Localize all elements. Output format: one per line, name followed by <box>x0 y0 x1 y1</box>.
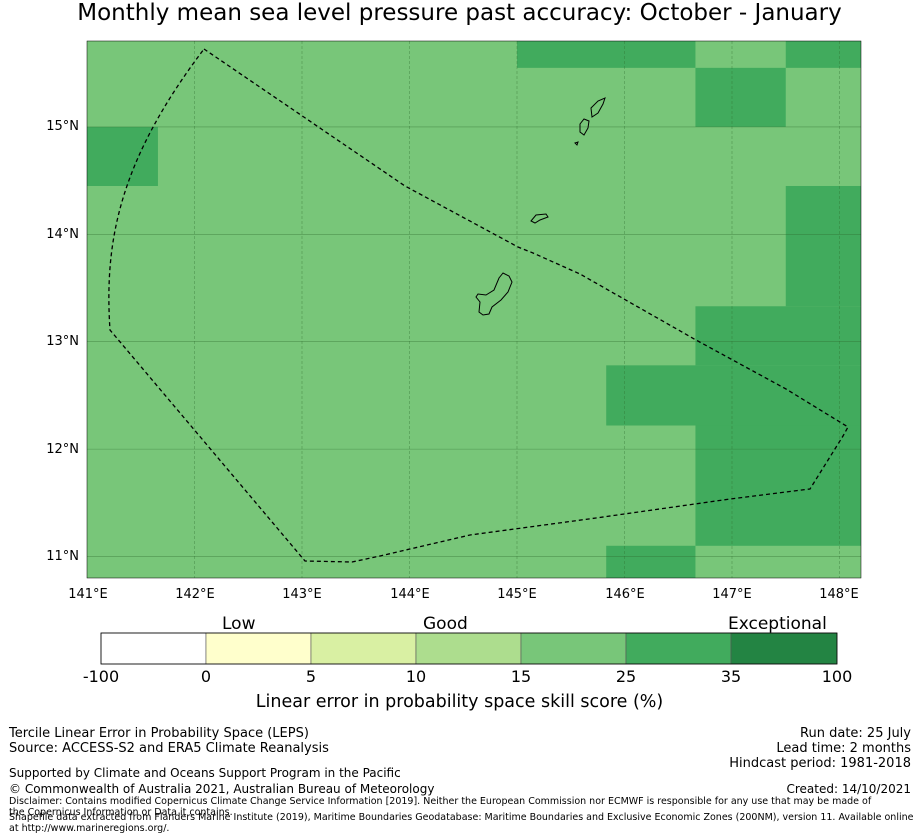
colorbar-tick: 5 <box>305 667 317 686</box>
map-plot: 15°N 14°N 13°N 12°N 11°N 141°E 142°E 143… <box>46 40 862 600</box>
lat-label: 13°N <box>46 334 79 349</box>
lon-label: 142°E <box>175 587 215 600</box>
eez-boundary <box>108 48 849 563</box>
page-title: Monthly mean sea level pressure past acc… <box>77 0 842 26</box>
lon-label: 143°E <box>282 587 322 600</box>
colorbar-swatch <box>205 632 312 665</box>
island-guam <box>475 272 513 316</box>
skill-cell <box>517 41 696 68</box>
graticule <box>87 41 861 578</box>
method-text: Tercile Linear Error in Probability Spac… <box>9 726 309 741</box>
skill-cell <box>785 185 861 307</box>
supported-text: Supported by Climate and Oceans Support … <box>9 766 401 780</box>
colorbar-swatch <box>100 632 207 665</box>
skill-cell <box>695 306 861 366</box>
lon-label: 148°E <box>819 587 859 600</box>
colorbar-tick: -100 <box>82 667 120 686</box>
colorbar-swatch <box>415 632 522 665</box>
lat-label: 14°N <box>46 227 79 242</box>
island-aguijan <box>574 141 579 146</box>
island-saipan <box>590 97 606 118</box>
colorbar-tick: 100 <box>821 667 853 686</box>
colorbar-region-exceptional: Exceptional <box>728 614 827 634</box>
lead-time-text: Lead time: 2 months <box>776 741 911 756</box>
lon-label: 141°E <box>68 587 108 600</box>
lat-label: 15°N <box>46 119 79 134</box>
created-text: Created: 14/10/2021 <box>786 782 911 796</box>
lon-label: 147°E <box>712 587 752 600</box>
colorbar-swatch <box>520 632 627 665</box>
colorbar-tick: 0 <box>200 667 212 686</box>
colorbar <box>100 632 838 665</box>
skill-cell <box>695 425 861 546</box>
colorbar-tick: 15 <box>510 667 532 686</box>
disclaimer-text: Disclaimer: Contains modified Copernicus… <box>9 796 872 818</box>
source-text: Source: ACCESS-S2 and ERA5 Climate Reana… <box>9 741 329 756</box>
colorbar-tick: 25 <box>615 667 637 686</box>
lat-label: 11°N <box>46 549 79 564</box>
island-rota <box>530 213 549 224</box>
colorbar-tick: 10 <box>405 667 427 686</box>
colorbar-swatch <box>310 632 417 665</box>
colorbar-tick: 35 <box>720 667 742 686</box>
colorbar-label: Linear error in probability space skill … <box>255 692 664 712</box>
run-date-text: Run date: 25 July <box>800 726 911 741</box>
skill-cell <box>87 126 158 186</box>
colorbar-region-low: Low <box>222 614 256 634</box>
colorbar-region-good: Good <box>423 614 468 634</box>
skill-cell <box>606 365 861 426</box>
skill-cell <box>785 41 861 68</box>
map-frame <box>86 40 862 579</box>
skill-cell <box>695 67 786 127</box>
copyright-text: © Commonwealth of Australia 2021, Austra… <box>9 782 435 796</box>
skill-cell <box>606 545 696 578</box>
lon-label: 144°E <box>390 587 430 600</box>
colorbar-swatch <box>625 632 732 665</box>
shapefile-text: Shapefile data extracted from Flanders M… <box>9 812 914 834</box>
colorbar-swatch <box>730 632 838 665</box>
lon-label: 145°E <box>497 587 537 600</box>
lat-label: 12°N <box>46 442 79 457</box>
skill-cells <box>87 41 861 578</box>
lon-label: 146°E <box>605 587 645 600</box>
island-tinian <box>579 118 590 136</box>
hindcast-text: Hindcast period: 1981-2018 <box>729 756 911 771</box>
